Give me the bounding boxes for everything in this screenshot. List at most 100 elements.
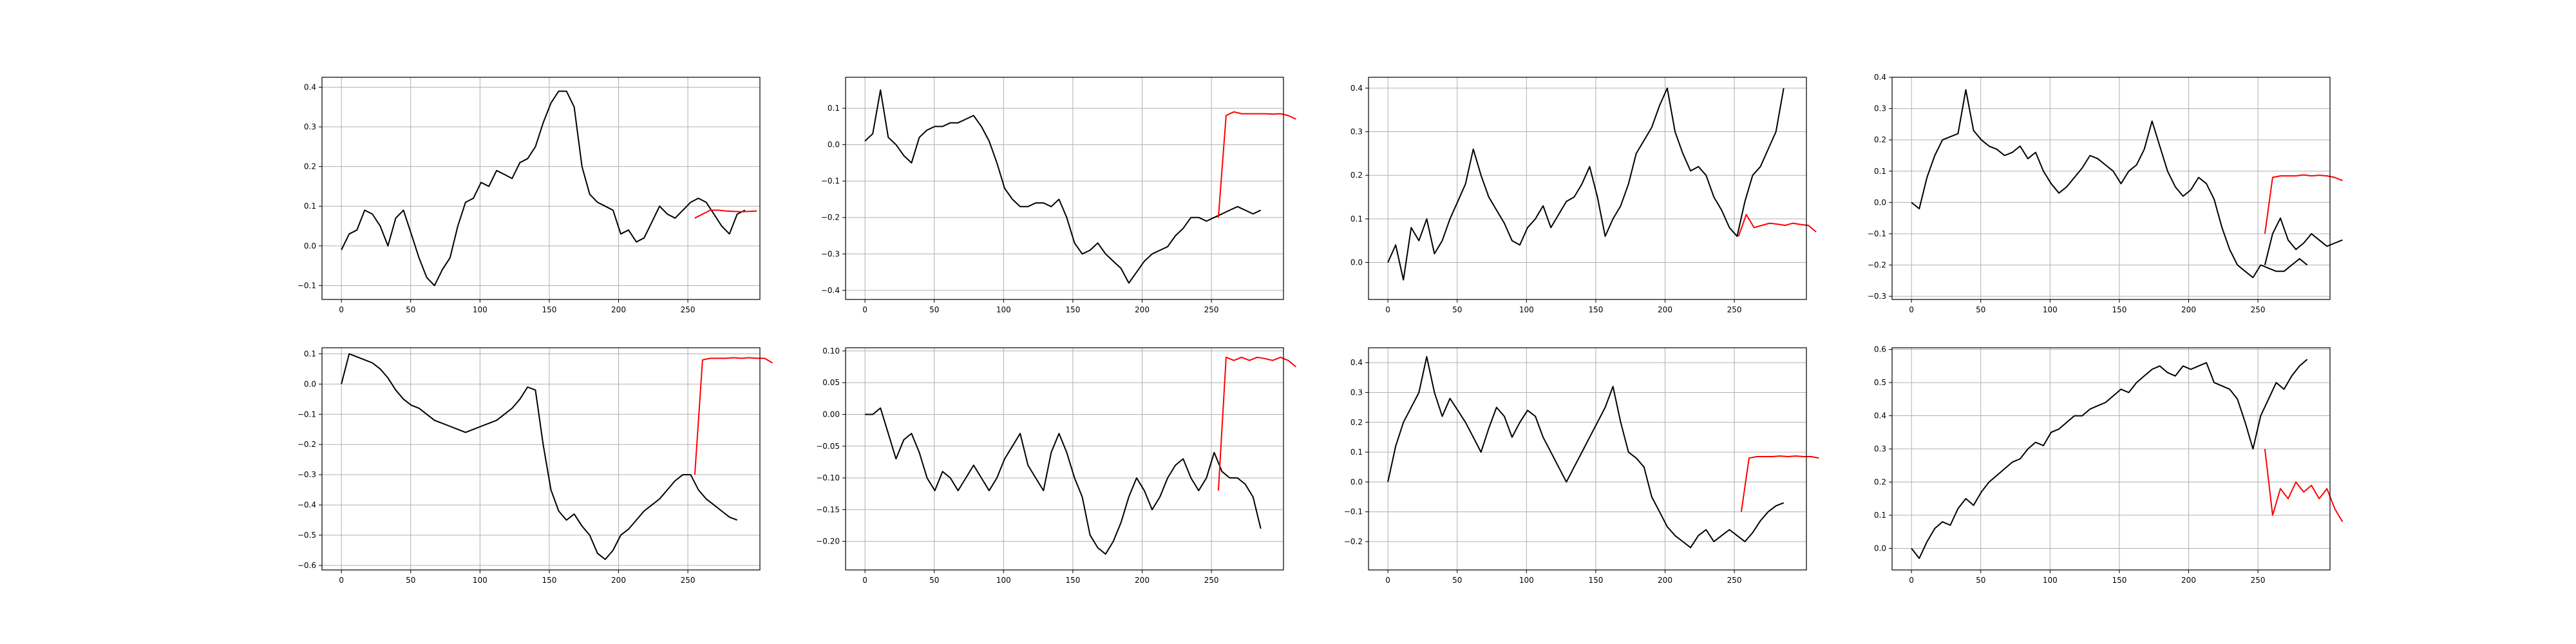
axes-background xyxy=(846,348,1283,570)
x-tick-label: 50 xyxy=(406,576,415,585)
y-tick-label: 0.4 xyxy=(1874,73,1886,82)
y-tick-label: 0.10 xyxy=(822,346,840,355)
y-tick-label: 0.3 xyxy=(1874,444,1886,453)
subplot-7: 0 50 100 150 200 250 −0.2 −0.1 0.0 0.1 0.2 0.3 0.4 xyxy=(1344,347,1819,585)
y-tick-label: −0.05 xyxy=(816,442,840,451)
series-line-1 xyxy=(1911,359,2308,559)
y-tick-label: −0.1 xyxy=(298,410,316,419)
x-tick-label: 100 xyxy=(473,305,488,314)
subplot-8: 0 50 100 150 200 250 0.0 0.1 0.2 0.3 0.4 0.5 0.6 xyxy=(1874,345,2344,585)
axes-background xyxy=(1892,348,2330,570)
series-line-2 xyxy=(2264,448,2344,522)
x-tick-label: 100 xyxy=(473,576,488,585)
x-tick-label: 250 xyxy=(1204,576,1219,585)
x-tick-label: 0 xyxy=(862,305,867,314)
y-tick-label: 0.1 xyxy=(1874,167,1886,176)
axes-background xyxy=(322,348,760,570)
axes-background xyxy=(1368,77,1806,299)
y-tick-label: −0.2 xyxy=(298,440,316,449)
x-tick-label: 0 xyxy=(1909,576,1914,585)
y-tick-label: −0.10 xyxy=(816,473,840,482)
series-line-2 xyxy=(2264,174,2343,234)
x-tick-label: 200 xyxy=(2181,576,2196,585)
series-line-1 xyxy=(341,90,746,287)
y-tick-label: 0.3 xyxy=(1874,104,1886,113)
series-line-2 xyxy=(1217,111,1296,218)
x-tick-label: 150 xyxy=(542,576,556,585)
y-tick-label: 0.0 xyxy=(304,242,316,251)
x-tick-label: 250 xyxy=(1727,305,1742,314)
x-tick-label: 250 xyxy=(681,305,696,314)
series-line-2 xyxy=(694,209,757,219)
x-tick-label: 50 xyxy=(1452,305,1462,314)
series-line-2 xyxy=(1217,356,1297,491)
subplot-6: 0 50 100 150 200 250 −0.20 −0.15 −0.10 −0.05 0.00 0… xyxy=(816,346,1297,585)
x-tick-label: 200 xyxy=(1135,576,1150,585)
axes-frame xyxy=(845,347,1284,571)
subplot-1: 0 50 100 150 200 250 −0.1 0.0 0.1 0.2 0.3 0.4 xyxy=(298,77,761,314)
y-tick-label: 0.0 xyxy=(1874,198,1886,207)
series-line-1 xyxy=(1911,89,2308,278)
series-line-1 xyxy=(1387,87,1785,281)
y-tick-label: 0.0 xyxy=(1874,544,1886,553)
y-tick-label: 0.4 xyxy=(304,82,316,91)
x-tick-label: 250 xyxy=(1727,576,1742,585)
x-tick-label: 250 xyxy=(2251,576,2266,585)
x-tick-label: 0 xyxy=(1909,305,1914,314)
y-tick-label: −0.3 xyxy=(1868,292,1886,301)
x-tick-label: 150 xyxy=(542,305,556,314)
axes-frame xyxy=(1891,77,2331,300)
series-line-2 xyxy=(694,357,773,475)
x-tick-label: 250 xyxy=(2251,305,2266,314)
axes-frame xyxy=(321,77,761,300)
x-tick-label: 200 xyxy=(1135,305,1150,314)
x-tick-label: 50 xyxy=(1976,576,1985,585)
x-tick-label: 200 xyxy=(611,576,626,585)
y-tick-label: 0.2 xyxy=(1874,135,1886,144)
y-tick-label: −0.4 xyxy=(821,286,840,295)
series-line-2 xyxy=(1740,455,1819,512)
series-line-1 xyxy=(1387,355,1785,549)
y-tick-label: 0.6 xyxy=(1874,345,1886,354)
y-tick-label: −0.6 xyxy=(298,561,316,570)
x-tick-label: 200 xyxy=(1658,305,1672,314)
y-tick-label: 0.4 xyxy=(1350,358,1363,367)
x-tick-label: 150 xyxy=(1065,305,1080,314)
y-tick-label: 0.1 xyxy=(1874,511,1886,520)
y-tick-label: 0.2 xyxy=(1350,171,1363,180)
y-tick-label: −0.3 xyxy=(298,470,316,479)
y-tick-label: −0.2 xyxy=(1344,537,1363,546)
y-tick-label: −0.4 xyxy=(298,500,316,509)
x-tick-label: 150 xyxy=(1588,305,1603,314)
x-tick-label: 100 xyxy=(1519,576,1534,585)
y-tick-label: −0.3 xyxy=(821,249,840,258)
x-tick-label: 200 xyxy=(2181,305,2196,314)
y-tick-label: 0.1 xyxy=(1350,214,1363,223)
x-tick-label: 200 xyxy=(611,305,626,314)
subplot-4: 0 50 100 150 200 250 −0.3 −0.2 −0.1 0.0 0.1 0.2 0.3 0… xyxy=(1868,73,2343,314)
y-tick-label: 0.5 xyxy=(1874,378,1886,387)
x-tick-label: 0 xyxy=(339,305,344,314)
y-tick-label: −0.1 xyxy=(298,281,316,290)
x-tick-label: 100 xyxy=(996,576,1011,585)
series-line-1 xyxy=(865,407,1262,555)
y-tick-label: −0.2 xyxy=(1868,261,1886,270)
x-tick-label: 50 xyxy=(929,576,939,585)
subplot-5: 0 50 100 150 200 250 −0.6 −0.5 −0.4 −0.3 −0.2 −0.1 0… xyxy=(298,347,773,585)
x-tick-label: 50 xyxy=(406,305,415,314)
y-tick-label: 0.0 xyxy=(1350,477,1363,486)
series-line-1 xyxy=(341,353,738,560)
axes-background xyxy=(322,77,760,299)
x-tick-label: 100 xyxy=(1519,305,1534,314)
axes-frame xyxy=(1891,347,2331,571)
axes-frame xyxy=(321,347,761,571)
y-tick-label: 0.1 xyxy=(828,104,840,113)
y-tick-label: 0.0 xyxy=(1350,258,1363,267)
series-line-1 xyxy=(864,89,1262,284)
x-tick-label: 0 xyxy=(862,576,867,585)
y-tick-label: 0.4 xyxy=(1350,84,1363,93)
axes-background xyxy=(1368,348,1806,570)
x-tick-label: 0 xyxy=(339,576,344,585)
y-tick-label: −0.2 xyxy=(821,213,840,222)
